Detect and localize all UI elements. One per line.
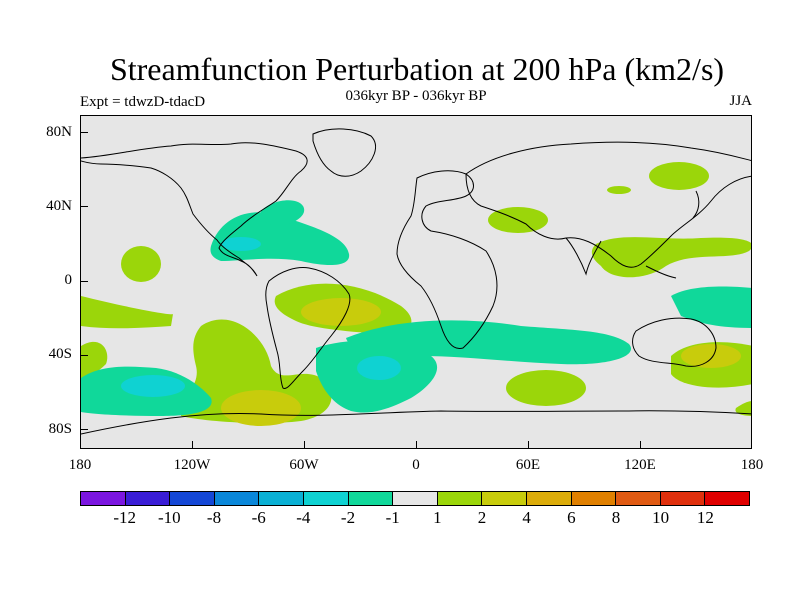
colorbar-label: -10 <box>157 508 181 527</box>
colorbar-box <box>616 492 661 505</box>
colorbar-box <box>705 492 749 505</box>
lat-tickmark <box>80 132 88 133</box>
lat-tick-80n: 80N <box>46 124 72 140</box>
lat-tickmark <box>80 206 88 207</box>
colorbar-label: -12 <box>113 508 136 527</box>
season-label: JJA <box>729 93 752 109</box>
colorbar-label: 12 <box>696 508 714 527</box>
lat-tickmark <box>80 281 88 282</box>
contour-positive-moderate <box>221 298 741 426</box>
map-panel <box>80 115 752 449</box>
colorbar-label: 2 <box>477 508 487 527</box>
lat-tick-0: 0 <box>64 272 73 288</box>
lat-tick-40s: 40S <box>48 346 72 362</box>
colorbar <box>80 491 750 506</box>
plot-title: Streamfunction Perturbation at 200 hPa (… <box>109 51 725 87</box>
lat-tickmark <box>80 429 88 430</box>
colorbar-label: 4 <box>522 508 531 527</box>
colorbar-label: -8 <box>206 508 222 527</box>
lat-tick-40n: 40N <box>46 198 72 214</box>
colorbar-box <box>214 492 260 505</box>
lon-tickmark <box>640 441 641 449</box>
colorbar-box <box>259 492 304 505</box>
lon-tickmark <box>416 441 417 449</box>
period-label: 036kyr BP - 036kyr BP <box>345 88 487 104</box>
colorbar-box <box>571 492 617 505</box>
contour-negative-moderate <box>121 237 401 397</box>
colorbar-box <box>81 492 126 505</box>
map-svg <box>81 128 751 435</box>
lon-tick-180e: 180 <box>740 457 764 473</box>
colorbar-box <box>482 492 527 505</box>
colorbar-box <box>393 492 438 505</box>
coastlines <box>81 128 751 435</box>
colorbar-box <box>660 492 706 505</box>
colorbar-label: -2 <box>340 508 356 527</box>
colorbar-label: 1 <box>433 508 442 527</box>
lon-tickmark <box>304 441 305 449</box>
colorbar-label: -6 <box>251 508 266 527</box>
colorbar-label: 10 <box>652 508 670 527</box>
colorbar-label: -4 <box>296 508 311 527</box>
lon-tick-0: 0 <box>412 457 420 473</box>
colorbar-box <box>526 492 572 505</box>
colorbar-label: 6 <box>567 508 576 527</box>
lat-tick-80s: 80S <box>48 421 72 437</box>
lon-tick-60e: 60E <box>515 457 541 473</box>
lon-tick-180w: 180 <box>68 457 92 473</box>
lat-tickmark <box>80 355 88 356</box>
lon-tick-120e: 120E <box>624 457 656 473</box>
colorbar-box <box>170 492 215 505</box>
lon-tick-60w: 60W <box>289 457 319 473</box>
lon-tick-120w: 120W <box>173 457 211 473</box>
experiment-label: Expt = tdwzD-tdacD <box>80 94 206 110</box>
contour-negative-weak <box>81 200 751 416</box>
colorbar-label: -1 <box>385 508 400 527</box>
lon-tickmark <box>192 441 193 449</box>
colorbar-box <box>437 492 483 505</box>
colorbar-box <box>303 492 349 505</box>
colorbar-label: 8 <box>611 508 621 527</box>
lon-tickmark <box>528 441 529 449</box>
colorbar-box <box>348 492 394 505</box>
colorbar-box <box>125 492 171 505</box>
